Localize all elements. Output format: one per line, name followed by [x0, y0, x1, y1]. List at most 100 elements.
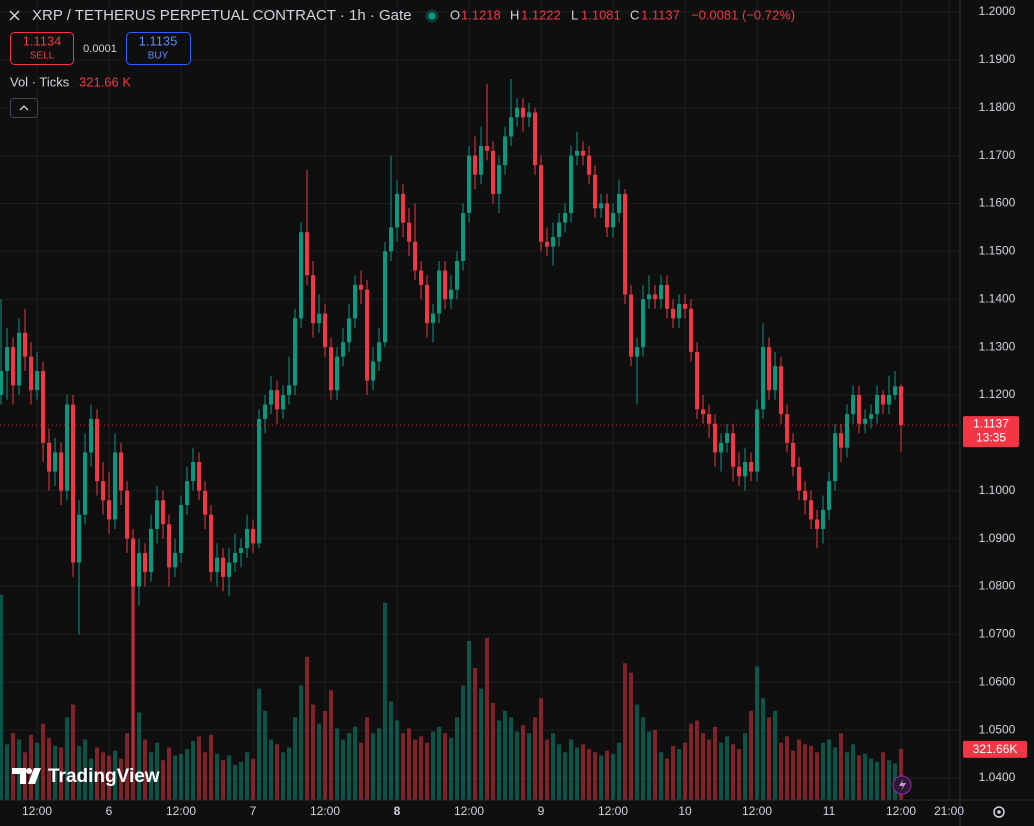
ohlc-label: H	[510, 7, 519, 22]
volume-bar	[227, 755, 232, 800]
spread: 0.0001	[83, 43, 117, 55]
candle-body	[515, 107, 520, 118]
volume-legend-value: 321.66 K	[79, 74, 131, 89]
volume-bar	[791, 750, 796, 800]
candle-body	[719, 442, 724, 453]
candle-body	[581, 150, 586, 156]
volume-bar	[545, 739, 550, 800]
candle-body	[269, 390, 274, 405]
candle-body	[401, 193, 406, 223]
x-tick-label: 12:00	[22, 804, 52, 818]
volume-bar	[203, 752, 208, 800]
volume-bar	[329, 690, 334, 800]
candle-body	[317, 313, 322, 324]
candle-body	[53, 452, 58, 472]
candle-body	[197, 461, 202, 491]
volume-bar	[395, 720, 400, 800]
candle-body	[479, 146, 484, 175]
candle-body	[413, 241, 418, 271]
volume-bar	[635, 704, 640, 800]
volume-bar	[533, 717, 538, 800]
x-tick-label: 9	[538, 804, 545, 818]
candle-body	[383, 251, 388, 343]
volume-bar	[293, 717, 298, 800]
buy-button[interactable]	[126, 32, 191, 65]
candle-body	[239, 548, 244, 553]
volume-bar	[41, 723, 46, 800]
volume-bar	[683, 742, 688, 800]
collapse-button[interactable]	[10, 98, 38, 118]
candle-body	[707, 414, 712, 424]
volume-bar	[71, 704, 76, 800]
candle-body	[89, 418, 94, 453]
volume-bar	[569, 739, 574, 800]
candle-body	[263, 404, 268, 419]
volume-bar	[89, 758, 94, 800]
candle-body	[833, 433, 838, 482]
candle-body	[491, 150, 496, 194]
candle-body	[365, 289, 370, 381]
candle-body	[299, 232, 304, 319]
x-tick-label: 21:00	[934, 804, 964, 818]
volume-bar	[515, 731, 520, 800]
volume-bar	[11, 733, 16, 800]
volume-bar	[617, 742, 622, 800]
x-tick-label: 12:00	[166, 804, 196, 818]
volume-bar	[767, 717, 772, 800]
volume-bar	[605, 750, 610, 800]
volume-bar	[353, 726, 358, 800]
symbol-title: XRP / TETHERUS PERPETUAL CONTRACT · 1h ·…	[32, 7, 412, 24]
y-tick-label: 1.0900	[979, 531, 1016, 545]
volume-bar	[449, 737, 454, 800]
candle-body	[881, 394, 886, 405]
volume-bar	[461, 685, 466, 800]
candle-body	[863, 418, 868, 424]
candle-body	[287, 385, 292, 395]
volume-bar	[215, 753, 220, 800]
volume-bar	[785, 736, 790, 800]
ohlc-change: −0.0081 (−0.72%)	[691, 7, 795, 22]
candle-body	[149, 529, 154, 573]
candle-body	[545, 241, 550, 247]
candle-body	[551, 236, 556, 247]
candle-body	[689, 308, 694, 352]
volume-bar	[197, 736, 202, 800]
volume-bar	[257, 688, 262, 800]
volume-bar	[311, 704, 316, 800]
candle-body	[59, 452, 64, 491]
candle-body	[839, 433, 844, 448]
candle-body	[821, 509, 826, 530]
volume-bar	[107, 755, 112, 800]
volume-bar	[587, 749, 592, 800]
volume-bar	[899, 748, 904, 800]
candle-body	[671, 308, 676, 319]
candle-body	[125, 490, 130, 539]
volume-bar	[611, 753, 616, 800]
sell-button[interactable]	[10, 32, 74, 65]
candle-body	[623, 193, 628, 295]
market-status[interactable]	[425, 9, 439, 23]
collapse-icon	[19, 105, 29, 111]
candle-body	[173, 552, 178, 568]
candle-body	[143, 552, 148, 573]
candle-body	[695, 351, 700, 410]
close-icon[interactable]	[9, 10, 20, 21]
candle-body	[29, 356, 34, 391]
volume-bar	[323, 710, 328, 800]
volume-bar	[407, 728, 412, 800]
brand-logo-dot	[26, 768, 32, 774]
candle-body	[23, 332, 28, 357]
candle-body	[407, 222, 412, 242]
volume-bar	[5, 744, 10, 800]
volume-layer	[0, 555, 904, 800]
x-tick-label: 12:00	[454, 804, 484, 818]
candle-body	[557, 222, 562, 237]
volume-bar	[821, 742, 826, 800]
candle-body	[35, 371, 40, 391]
volume-bar	[887, 760, 892, 800]
settings-icon[interactable]	[993, 806, 1005, 818]
volume-bar	[509, 717, 514, 800]
candle-body	[71, 404, 76, 563]
ohlc-label: C	[630, 7, 639, 22]
candle-body	[887, 394, 892, 405]
